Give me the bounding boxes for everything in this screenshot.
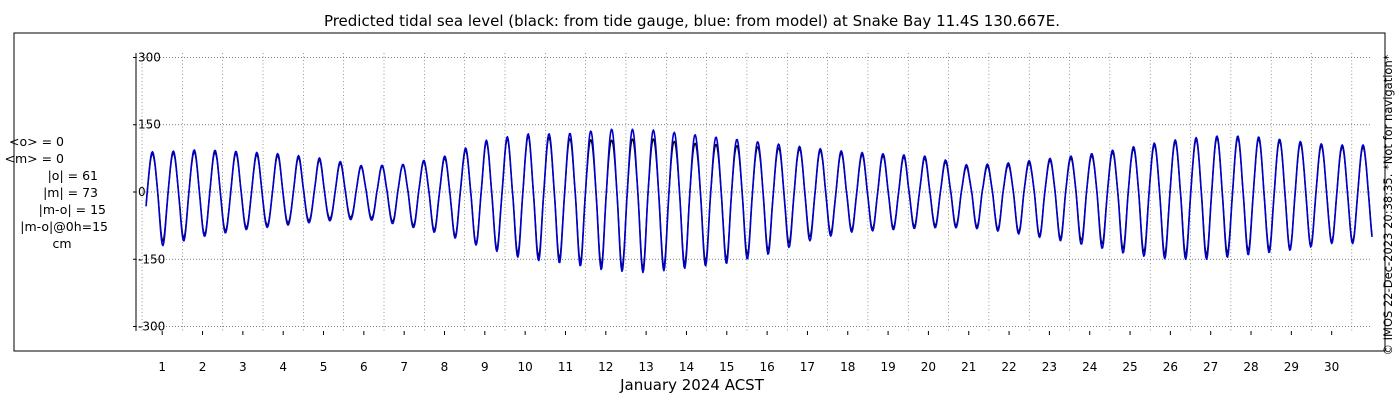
x-tick-label: 23 (1042, 360, 1057, 374)
x-axis-label: January 2024 ACST (619, 376, 765, 394)
stat-mean-observed: <o> = 0 (9, 134, 64, 149)
x-tick-label: 25 (1122, 360, 1137, 374)
x-tick-label: 29 (1284, 360, 1299, 374)
x-tick-label: 22 (1001, 360, 1016, 374)
stat-abs-diff-0h: |m-o|@0h=15 (20, 219, 108, 234)
x-tick-label: 21 (961, 360, 976, 374)
x-tick-label: 30 (1324, 360, 1339, 374)
x-tick-label: 8 (441, 360, 449, 374)
x-tick-label: 4 (279, 360, 287, 374)
y-tick-label: 150 (138, 118, 161, 132)
x-tick-label: 15 (719, 360, 734, 374)
chart-title: Predicted tidal sea level (black: from t… (324, 12, 1060, 30)
series-model-line (145, 128, 1373, 274)
x-tick-label: 24 (1082, 360, 1097, 374)
x-tick-label: 14 (679, 360, 694, 374)
x-tick-label: 10 (518, 360, 533, 374)
credit-text: © IMOS 22-Dec-2023 20:38:35. *Not for na… (1381, 54, 1395, 355)
x-tick-label: 9 (481, 360, 489, 374)
x-tick-label: 11 (558, 360, 573, 374)
y-tick-label: -150 (138, 252, 165, 266)
x-tick-label: 6 (360, 360, 368, 374)
x-tick-label: 18 (840, 360, 855, 374)
stats-panel: <o> = 0 <m> = 0 |o| = 61 |m| = 73 |m-o| … (5, 134, 109, 251)
stat-mean-model: <m> = 0 (5, 151, 65, 166)
x-tick-label: 1 (158, 360, 166, 374)
outer-frame (13, 32, 1386, 352)
x-tick-label: 20 (921, 360, 936, 374)
y-tick-label: 300 (138, 50, 161, 64)
x-tick-label: 17 (800, 360, 815, 374)
x-tick-label: 19 (880, 360, 895, 374)
y-tick-label: 0 (138, 185, 146, 199)
y-tick-label: -300 (138, 320, 165, 334)
x-tick-label: 7 (400, 360, 408, 374)
x-tick-label: 13 (638, 360, 653, 374)
stat-unit: cm (52, 236, 71, 251)
x-tick-label: 28 (1243, 360, 1258, 374)
x-tick-label: 3 (239, 360, 247, 374)
stat-abs-observed: |o| = 61 (48, 168, 98, 183)
stat-abs-model: |m| = 73 (43, 185, 98, 200)
x-tick-label: 12 (598, 360, 613, 374)
stat-abs-diff: |m-o| = 15 (39, 202, 106, 217)
x-tick-label: 5 (320, 360, 328, 374)
series-observed-line (145, 135, 1373, 269)
x-tick-label: 2 (199, 360, 207, 374)
x-tick-label: 16 (759, 360, 774, 374)
x-tick-label: 26 (1163, 360, 1178, 374)
x-tick-label: 27 (1203, 360, 1218, 374)
